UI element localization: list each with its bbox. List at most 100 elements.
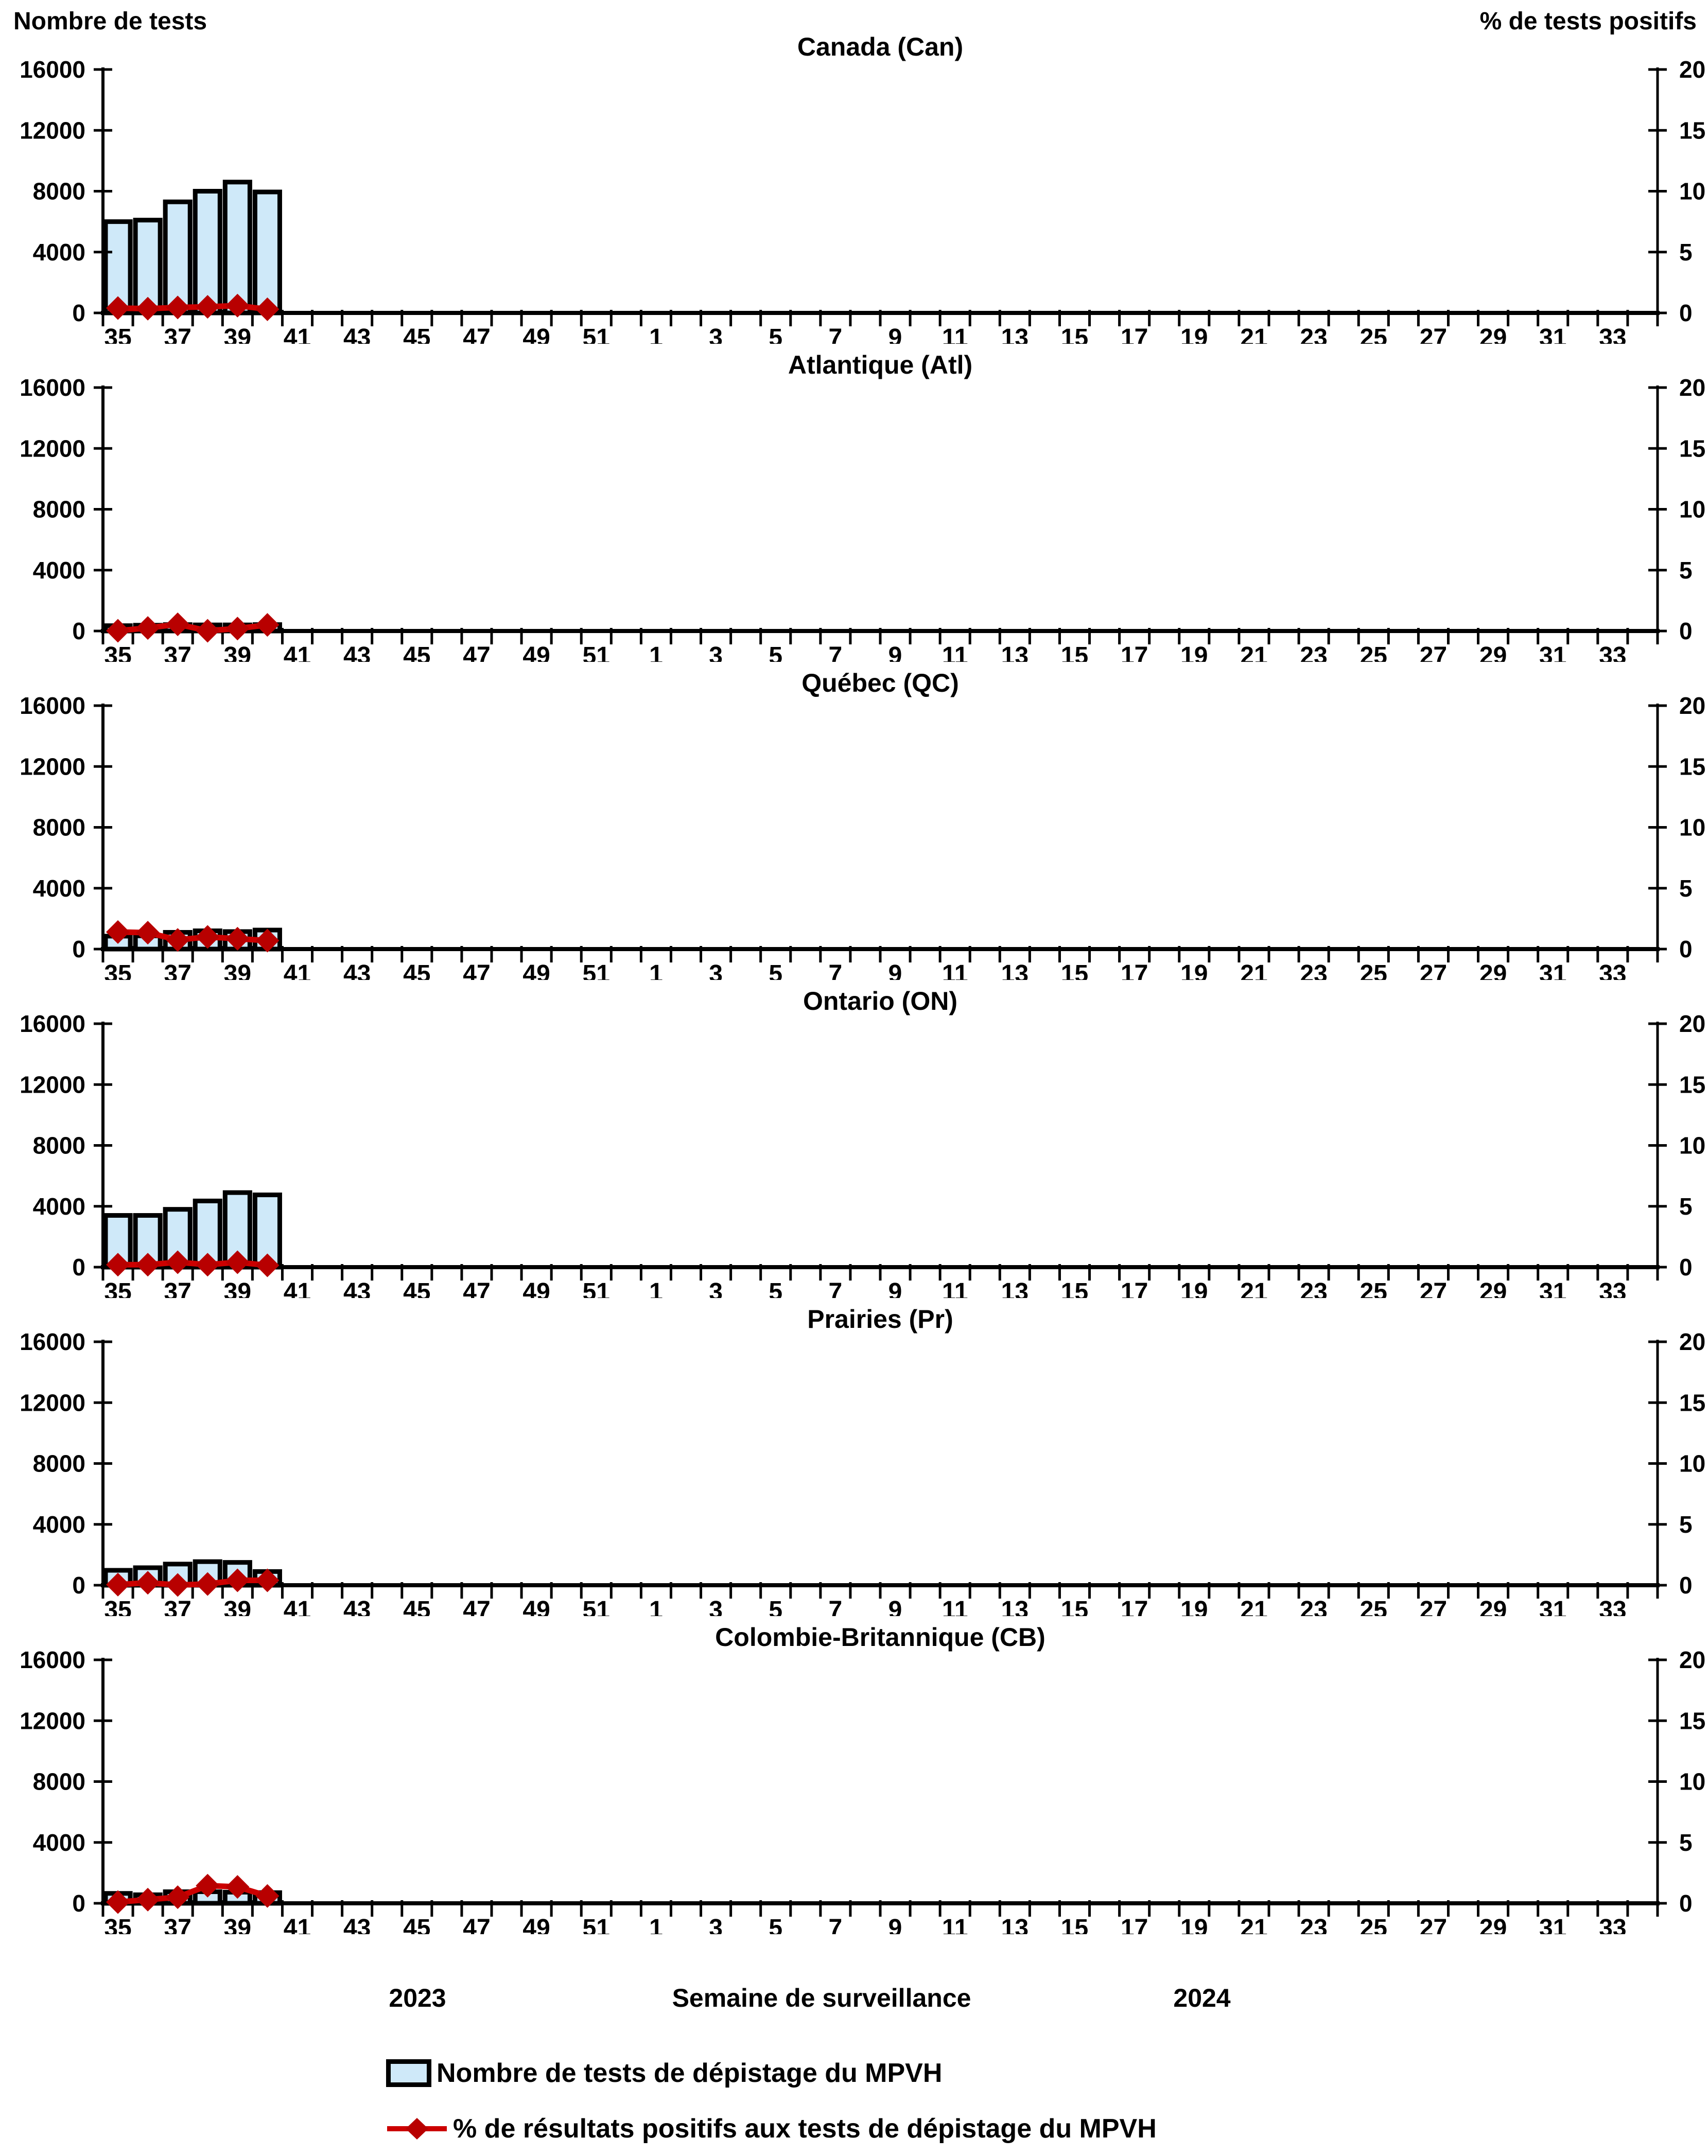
x-tick-label: 43	[343, 642, 371, 662]
x-tick-label: 45	[403, 1915, 430, 1934]
x-tick-label: 47	[463, 960, 490, 980]
x-tick-label: 13	[1001, 960, 1029, 980]
legend-line-swatch	[387, 2118, 447, 2140]
x-tick-label: 9	[888, 642, 902, 662]
pct-marker-week-38	[196, 295, 220, 319]
left-tick-label: 4000	[33, 1511, 85, 1538]
x-tick-label: 35	[104, 960, 131, 980]
x-tick-label: 7	[829, 1597, 843, 1616]
pct-marker-week-36	[136, 296, 160, 321]
right-tick-label: 0	[1679, 1890, 1693, 1917]
chart-title-atlantique: Atlantique (Atl)	[788, 350, 972, 379]
x-tick-label: 23	[1300, 960, 1327, 980]
pct-marker-week-38	[196, 925, 220, 949]
x-tick-label: 37	[164, 1278, 191, 1298]
x-tick-label: 45	[403, 324, 430, 344]
x-tick-label: 15	[1061, 1915, 1088, 1934]
right-tick-label: 0	[1679, 1254, 1693, 1281]
left-tick-label: 16000	[20, 374, 85, 401]
x-tick-label: 7	[829, 642, 843, 662]
x-tick-label: 21	[1240, 1597, 1267, 1616]
right-tick-label: 0	[1679, 618, 1693, 644]
x-tick-label: 19	[1180, 1915, 1208, 1934]
x-tick-label: 29	[1479, 960, 1507, 980]
x-tick-label: 39	[224, 960, 251, 980]
x-tick-label: 17	[1121, 960, 1148, 980]
x-tick-label: 5	[769, 1278, 782, 1298]
legend-line-label: % de résultats positifs aux tests de dép…	[453, 2114, 1157, 2144]
left-tick-label: 4000	[33, 557, 85, 584]
x-tick-label: 39	[224, 1915, 251, 1934]
x-tick-label: 41	[284, 960, 311, 980]
x-tick-label: 15	[1061, 1597, 1088, 1616]
chart-title-colombie-britannique: Colombie-Britannique (CB)	[715, 1623, 1045, 1652]
x-tick-label: 49	[522, 642, 550, 662]
left-tick-label: 12000	[20, 1389, 85, 1416]
x-tick-label: 37	[164, 642, 191, 662]
x-tick-label: 15	[1061, 642, 1088, 662]
right-tick-label: 5	[1679, 875, 1693, 902]
pct-marker-week-39	[225, 926, 250, 951]
x-tick-label: 13	[1001, 1915, 1029, 1934]
right-tick-label: 15	[1679, 435, 1705, 462]
x-tick-label: 11	[942, 642, 968, 662]
x-tick-label: 7	[829, 960, 843, 980]
x-tick-label: 49	[522, 960, 550, 980]
x-tick-label: 1	[649, 324, 663, 344]
x-tick-label: 27	[1420, 1278, 1447, 1298]
x-tick-label: 27	[1420, 960, 1447, 980]
x-tick-label: 43	[343, 1278, 371, 1298]
x-tick-label: 29	[1479, 1915, 1507, 1934]
right-tick-label: 15	[1679, 117, 1705, 144]
right-tick-label: 5	[1679, 239, 1693, 266]
right-tick-label: 20	[1679, 1646, 1705, 1673]
x-tick-label: 31	[1539, 324, 1566, 344]
pct-marker-week-36	[136, 921, 160, 945]
x-tick-label: 17	[1121, 1278, 1148, 1298]
x-tick-label: 41	[284, 1597, 311, 1616]
left-axis-title: Nombre de tests	[13, 8, 207, 35]
x-tick-label: 35	[104, 1915, 131, 1934]
right-tick-label: 20	[1679, 374, 1705, 401]
pct-marker-week-39	[225, 617, 250, 641]
left-tick-label: 16000	[20, 692, 85, 719]
left-tick-label: 8000	[33, 1132, 85, 1159]
x-tick-label: 43	[343, 1915, 371, 1934]
chart-title-canada: Canada (Can)	[797, 32, 963, 61]
right-tick-label: 5	[1679, 1511, 1693, 1538]
x-tick-label: 49	[522, 1915, 550, 1934]
x-tick-label: 13	[1001, 642, 1029, 662]
x-tick-label: 5	[769, 1597, 782, 1616]
pct-marker-week-37	[166, 1573, 190, 1597]
x-tick-label: 3	[709, 324, 723, 344]
pct-marker-week-35	[106, 1572, 130, 1597]
x-tick-label: 33	[1599, 1915, 1626, 1934]
x-tick-label: 23	[1300, 642, 1327, 662]
pct-marker-week-40	[255, 1253, 280, 1277]
pct-marker-week-36	[136, 1887, 160, 1912]
x-tick-label: 9	[888, 1915, 902, 1934]
bar-week-38	[193, 1198, 222, 1270]
x-tick-label: 5	[769, 960, 782, 980]
x-tick-label: 29	[1479, 1597, 1507, 1616]
right-tick-label: 10	[1679, 1132, 1705, 1159]
pct-marker-week-40	[255, 613, 280, 637]
x-tick-label: 49	[522, 324, 550, 344]
pct-marker-week-39	[225, 293, 250, 318]
x-tick-label: 31	[1539, 1278, 1566, 1298]
pct-marker-week-36	[136, 1253, 160, 1277]
left-tick-label: 8000	[33, 814, 85, 841]
pct-marker-week-37	[166, 612, 190, 636]
x-tick-label: 25	[1360, 1278, 1387, 1298]
right-tick-label: 10	[1679, 1768, 1705, 1795]
x-tick-label: 19	[1180, 642, 1208, 662]
x-tick-label: 49	[522, 1278, 550, 1298]
x-tick-label: 47	[463, 1915, 490, 1934]
x-tick-label: 45	[403, 1597, 430, 1616]
pct-marker-week-35	[106, 920, 130, 944]
left-tick-label: 4000	[33, 875, 85, 902]
x-tick-label: 37	[164, 1597, 191, 1616]
x-tick-label: 37	[164, 1915, 191, 1934]
legend-item-tests: Nombre de tests de dépistage du MPVH	[386, 2058, 942, 2089]
x-tick-label: 9	[888, 324, 902, 344]
